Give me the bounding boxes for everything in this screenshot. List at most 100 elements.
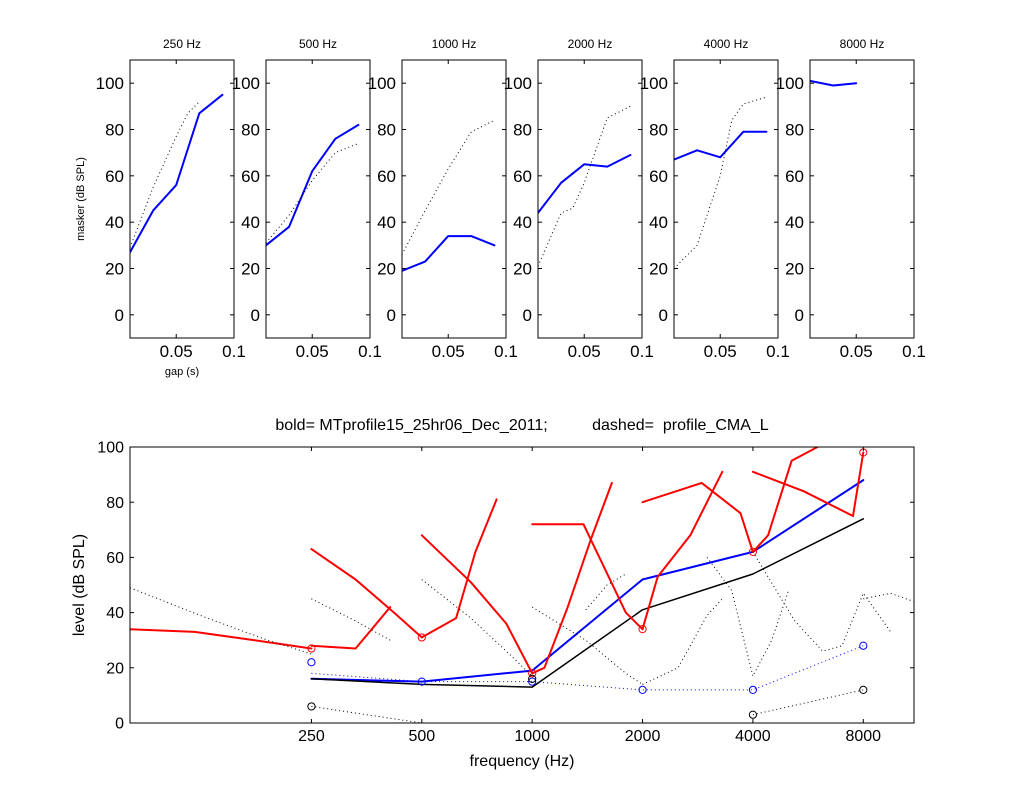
panel-4: 0 20 40 60 80 100 0.05 0.1 2000 Hz [504, 37, 654, 361]
axes-box [537, 59, 643, 339]
y-tick-label: 60 [106, 550, 124, 567]
series-line-2 [130, 101, 200, 248]
x-tick-label: 0.05 [840, 342, 873, 361]
panel-3: 0 20 40 60 80 100 0.05 0.1 1000 Hz [368, 37, 518, 361]
data-marker [528, 669, 537, 678]
series-line-15 [751, 447, 819, 553]
chart-title: 500 Hz [299, 37, 337, 51]
data-marker [638, 685, 647, 694]
series-line-9 [420, 498, 498, 639]
series-line-1 [266, 123, 360, 247]
series-line-2 [674, 96, 767, 269]
x-tick-label: 250 [298, 728, 325, 745]
panel-2: 0 20 40 60 80 100 0.05 0.1 500 Hz [232, 37, 382, 361]
axes-box [129, 59, 235, 339]
series-line-16 [751, 451, 865, 517]
series-line-1 [674, 130, 768, 161]
x-tick-label: 0.05 [568, 342, 601, 361]
series-line-22 [642, 598, 723, 685]
y-tick-label: 100 [776, 74, 804, 93]
y-tick-label: 20 [513, 259, 532, 278]
series-group [130, 447, 914, 723]
chart-title: 250 Hz [163, 37, 201, 51]
y-tick-label: 40 [105, 213, 124, 232]
axes-box [265, 59, 371, 339]
x-tick-label: 0.1 [494, 342, 518, 361]
axes-box [809, 59, 915, 339]
x-tick-label: 0.1 [902, 342, 926, 361]
chart-title: 1000 Hz [432, 37, 477, 51]
y-tick-label: 40 [513, 213, 532, 232]
y-tick-label: 60 [785, 167, 804, 186]
y-tick-label: 100 [232, 74, 260, 93]
series-line-1 [310, 479, 865, 683]
y-tick-label: 0 [115, 716, 124, 733]
y-tick-label: 60 [105, 167, 124, 186]
y-tick-label: 80 [377, 120, 396, 139]
data-marker [748, 710, 758, 719]
x-tick-label: 4000 [735, 728, 771, 745]
x-tick-label: 8000 [845, 728, 881, 745]
series-line-10 [420, 534, 534, 675]
y-tick-label: 20 [377, 259, 396, 278]
series-line-19 [421, 579, 533, 677]
data-marker [528, 674, 537, 683]
axes-box [129, 446, 915, 724]
x-tick-label: 1000 [514, 728, 550, 745]
x-tick-label: 0.05 [704, 342, 737, 361]
chart-title: 4000 Hz [704, 37, 749, 51]
x-tick-label: 0.1 [222, 342, 246, 361]
y-tick-label: 0 [523, 306, 532, 325]
data-marker [748, 547, 758, 556]
y-tick-label: 80 [241, 120, 260, 139]
y-tick-label: 40 [377, 213, 396, 232]
y-tick-label: 100 [96, 74, 124, 93]
y-tick-label: 20 [105, 259, 124, 278]
y-tick-label: 0 [795, 306, 804, 325]
x-axis-label: gap (s) [165, 366, 199, 378]
y-tick-label: 40 [649, 213, 668, 232]
series-line-2 [538, 105, 631, 267]
y-tick-label: 80 [106, 495, 124, 512]
series-group [674, 96, 768, 269]
series-line-13 [641, 470, 724, 631]
series-group [538, 105, 632, 267]
x-tick-label: 0.1 [630, 342, 654, 361]
series-line-7 [310, 606, 392, 650]
y-tick-label: 100 [504, 74, 532, 93]
series-line-24 [752, 551, 892, 652]
panel-6: 0 20 40 60 80 100 0.05 0.1 8000 Hz [776, 37, 926, 361]
series-line-4 [311, 705, 422, 723]
series-group [130, 93, 224, 254]
data-marker [859, 685, 868, 694]
chart-title: 2000 Hz [568, 37, 613, 51]
series-line-5 [752, 689, 864, 716]
series-line-2 [310, 518, 865, 688]
series-line-25 [863, 592, 914, 603]
data-marker [307, 702, 316, 711]
y-axis-label: masker (dB SPL) [75, 157, 87, 241]
data-marker [307, 658, 316, 667]
y-tick-label: 20 [649, 259, 668, 278]
y-tick-label: 80 [513, 120, 532, 139]
series-group [402, 119, 496, 272]
chart-title: bold= MTprofile15_25hr06_Dec_2011; dashe… [275, 417, 768, 434]
data-marker [859, 641, 868, 650]
y-tick-label: 40 [106, 605, 124, 622]
series-line-18 [311, 598, 391, 641]
axes-box [401, 59, 507, 339]
series-line-12 [531, 523, 644, 631]
y-tick-label: 20 [785, 259, 804, 278]
data-marker [417, 633, 426, 642]
x-tick-label: 0.05 [432, 342, 465, 361]
data-marker [528, 677, 537, 686]
series-line-11 [531, 481, 613, 675]
series-group [266, 123, 360, 247]
chart-title: 8000 Hz [840, 37, 885, 51]
panel-1: 0 20 40 60 80 100 0.05 0.1 250 Hz gap (s) masker (… [75, 37, 246, 378]
y-tick-label: 80 [649, 120, 668, 139]
x-axis-label: frequency (Hz) [470, 753, 575, 770]
data-marker [307, 644, 316, 653]
y-tick-label: 60 [649, 167, 668, 186]
